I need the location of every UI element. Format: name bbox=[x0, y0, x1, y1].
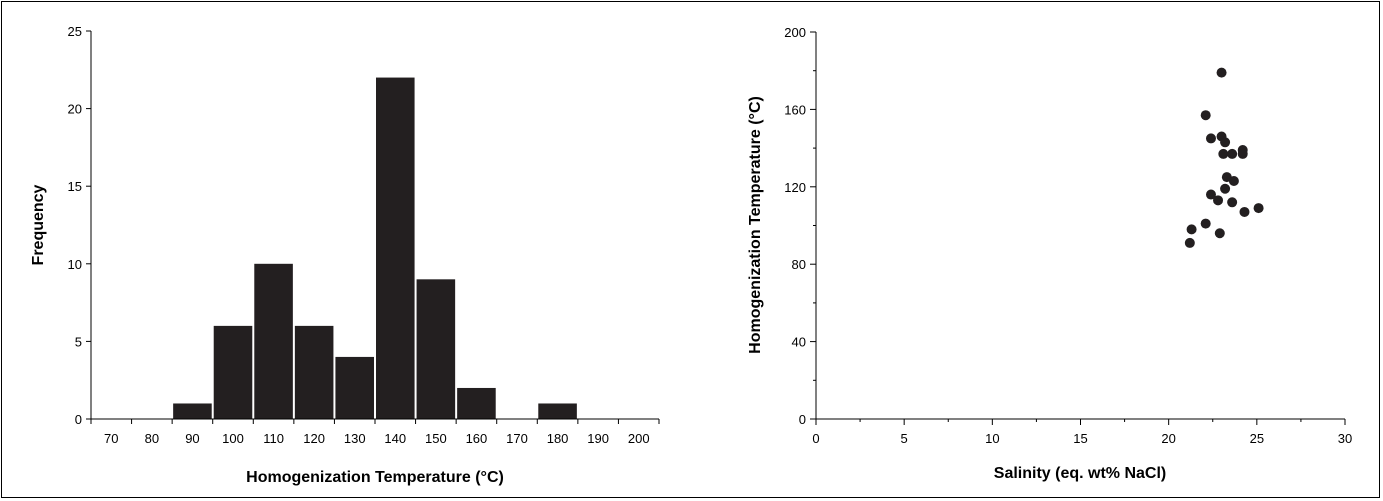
histogram-x-tick-label: 120 bbox=[303, 431, 325, 446]
histogram-y-tick-label: 10 bbox=[68, 257, 82, 272]
histogram-x-tick-label: 100 bbox=[222, 431, 244, 446]
scatter-x-tick-label: 5 bbox=[901, 431, 908, 446]
scatter-point bbox=[1239, 206, 1250, 217]
histogram-bar bbox=[376, 77, 415, 419]
histogram-x-tick-label: 200 bbox=[628, 431, 650, 446]
histogram-bar bbox=[213, 325, 253, 419]
scatter-point bbox=[1184, 237, 1195, 248]
scatter-y-tick-label: 40 bbox=[792, 335, 806, 350]
histogram-y-tick-label: 20 bbox=[68, 102, 82, 117]
scatter-point bbox=[1216, 67, 1227, 78]
scatter-point bbox=[1186, 224, 1197, 235]
scatter-y-tick-label: 160 bbox=[784, 102, 806, 117]
scatter-point bbox=[1214, 228, 1225, 239]
scatter-point bbox=[1253, 203, 1264, 214]
scatter-point bbox=[1227, 197, 1238, 208]
histogram-x-tick-label: 130 bbox=[344, 431, 366, 446]
histogram-x-tick-label: 90 bbox=[185, 431, 199, 446]
histogram-x-tick-label: 80 bbox=[145, 431, 159, 446]
scatter-point bbox=[1228, 175, 1239, 186]
scatter-y-ticks: 0 40 80 120 160 200 bbox=[784, 25, 816, 427]
histogram-x-tick-label: 170 bbox=[506, 431, 528, 446]
scatter-x-ticks: 0 5 10 15 20 25 30 bbox=[812, 419, 1352, 446]
scatter-points bbox=[1184, 67, 1264, 248]
histogram-bar bbox=[254, 263, 293, 419]
scatter-x-tick-label: 25 bbox=[1250, 431, 1264, 446]
histogram-x-tick-label: 150 bbox=[425, 431, 447, 446]
histogram-x-tick-label: 180 bbox=[547, 431, 569, 446]
scatter-x-tick-label: 15 bbox=[1073, 431, 1087, 446]
histogram-y-ticks: 0 5 10 15 20 25 bbox=[68, 24, 91, 427]
histogram-x-ticks: 70 80 90 100 110 120 130 140 150 160 170 180 190 200 bbox=[90, 419, 660, 446]
histogram-bar bbox=[416, 279, 456, 419]
scatter-x-tick-label: 30 bbox=[1338, 431, 1352, 446]
histogram-y-axis-title: Frequency bbox=[30, 184, 47, 265]
histogram-bar bbox=[294, 325, 334, 419]
scatter-y-tick-label: 80 bbox=[792, 257, 806, 272]
histogram-y-tick-label: 0 bbox=[75, 412, 82, 427]
histogram-y-tick-label: 5 bbox=[75, 334, 82, 349]
scatter-point bbox=[1205, 189, 1216, 200]
scatter-y-tick-label: 0 bbox=[799, 412, 806, 427]
histogram-bars bbox=[173, 77, 577, 419]
histogram-x-tick-label: 190 bbox=[587, 431, 609, 446]
scatter-point bbox=[1200, 110, 1211, 121]
scatter-y-tick-label: 200 bbox=[784, 25, 806, 40]
scatter-x-tick-label: 20 bbox=[1161, 431, 1175, 446]
histogram-bar bbox=[538, 403, 577, 419]
histogram-x-tick-label: 110 bbox=[263, 431, 284, 446]
scatter-point bbox=[1218, 148, 1229, 159]
scatter-point bbox=[1220, 183, 1231, 194]
scatter-axes bbox=[815, 32, 1345, 420]
scatter-point bbox=[1227, 148, 1238, 159]
scatter-x-tick-label: 10 bbox=[985, 431, 999, 446]
scatter-point bbox=[1200, 218, 1211, 229]
histogram-bar bbox=[173, 403, 212, 419]
scatter-point bbox=[1213, 195, 1224, 206]
scatter-point bbox=[1205, 133, 1216, 144]
scatter-y-axis-title: Homogenization Temperature (°C) bbox=[747, 96, 764, 354]
scatter-x-axis-title: Salinity (eq. wt% NaCl) bbox=[994, 465, 1166, 482]
histogram-bar bbox=[335, 356, 374, 419]
scatter-point bbox=[1220, 137, 1231, 148]
histogram-x-tick-label: 140 bbox=[384, 431, 406, 446]
histogram-y-tick-label: 25 bbox=[68, 24, 82, 39]
histogram-chart: 0 5 10 15 20 25 70 80 90 100 110 120 130 140 150 160 17… bbox=[30, 24, 660, 486]
histogram-axes bbox=[90, 31, 659, 420]
scatter-point bbox=[1237, 148, 1248, 159]
histogram-y-tick-label: 15 bbox=[68, 179, 82, 194]
histogram-x-tick-label: 160 bbox=[466, 431, 488, 446]
histogram-x-axis-title: Homogenization Temperature (°C) bbox=[246, 469, 504, 486]
histogram-x-tick-label: 70 bbox=[104, 431, 118, 446]
histogram-bar bbox=[457, 387, 496, 419]
scatter-chart: 0 40 80 120 160 200 0 5 10 15 20 25 30 Salinity (eq… bbox=[747, 25, 1352, 482]
scatter-x-tick-label: 0 bbox=[812, 431, 819, 446]
scatter-y-tick-label: 120 bbox=[784, 180, 806, 195]
